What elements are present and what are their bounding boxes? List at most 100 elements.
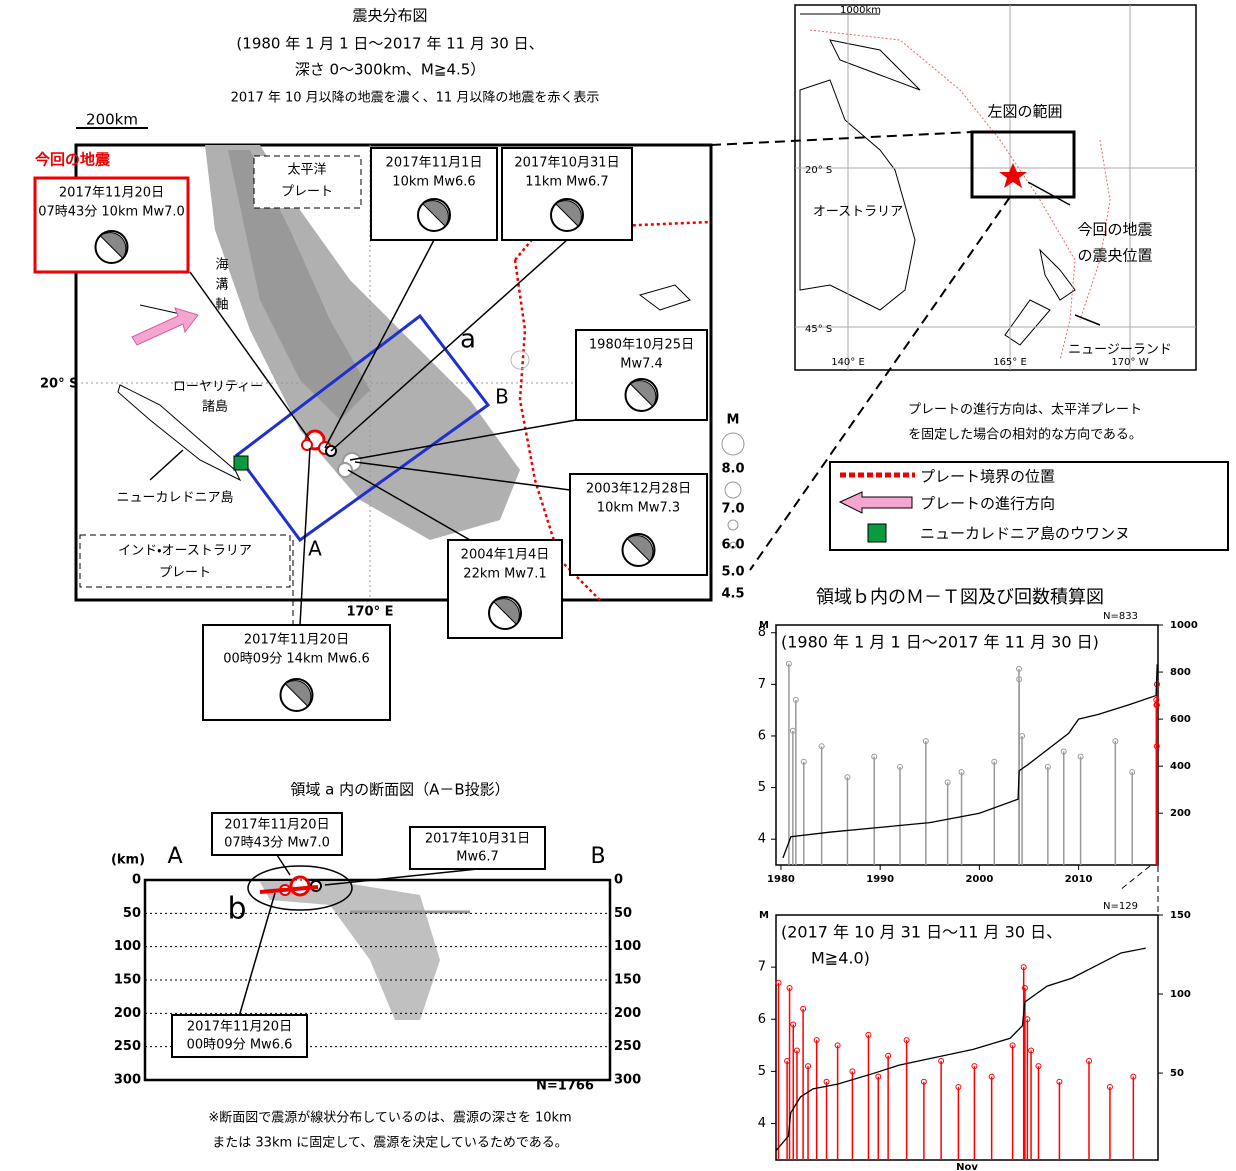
mag-legend-label: 7.0 <box>721 502 744 517</box>
event-label: 07時43分 Mw7.0 <box>224 836 330 851</box>
inset-lat: 20° S <box>805 165 832 176</box>
map-title: 震央分布図 <box>352 7 427 25</box>
event-label: 22km Mw7.1 <box>463 567 546 582</box>
event-label: 2004年1月4日 <box>461 548 550 563</box>
lat-label: 20° S <box>40 377 78 392</box>
y-tick-label: 0 <box>132 873 141 888</box>
event-label: 10km Mw7.3 <box>597 501 680 516</box>
legend-label: プレート境界の位置 <box>920 468 1055 486</box>
y-tick-label: 150 <box>614 973 641 988</box>
cross-section-count: N=1766 <box>536 1079 594 1094</box>
y-tick-label: 300 <box>114 1073 141 1088</box>
page: { "main_map": { "title": "震央分布図", "subti… <box>0 0 1236 1171</box>
place-label: プレート <box>281 185 333 200</box>
place-label: 太平洋 <box>287 163 326 178</box>
y-tick-label: 4 <box>758 1116 766 1131</box>
mt-title: 領域ｂ内のＭ－Ｔ図及び回数積算図 <box>816 587 1104 608</box>
mag-legend-label: 8.0 <box>721 462 744 477</box>
profile-end: A <box>308 537 322 561</box>
current-label: 今回の地震 <box>35 151 111 169</box>
chart-subtitle: (2017 年 10 月 31 日～11 月 30 日、 <box>781 923 1062 942</box>
y2-tick-label: 400 <box>1170 761 1191 772</box>
scale-label: 200km <box>86 111 138 129</box>
chart-subtitle: (1980 年 1 月 1 日～2017 年 11 月 30 日) <box>781 633 1099 652</box>
event-label: 2017年11月20日 <box>224 818 329 833</box>
legend-label: ニューカレドニア島のウワンヌ <box>920 525 1130 543</box>
event-label: 2017年10月31日 <box>514 156 619 171</box>
event-label: 2017年11月20日 <box>244 633 349 648</box>
event-label: 1980年10月25日 <box>589 338 694 353</box>
y2-tick-label: 50 <box>1170 1068 1184 1079</box>
event-label: 2017年10月31日 <box>425 832 530 847</box>
cross-section-title: 領域 a 内の断面図（A－B投影） <box>290 781 509 799</box>
plot-frame <box>776 625 1158 865</box>
place-label: ローヤリティー <box>173 380 263 395</box>
y2-tick-label: 200 <box>1170 808 1191 819</box>
inset-label: ニュージーランド <box>1068 343 1172 358</box>
y-tick-label: 7 <box>758 960 766 975</box>
profile-end: B <box>590 844 605 869</box>
mag-legend-label: 5.0 <box>721 565 744 580</box>
inset-lon: 140° E <box>831 357 865 368</box>
y-tick-label: 0 <box>614 873 623 888</box>
inset-label: 今回の地震 <box>1077 221 1152 239</box>
inset-note: プレートの進行方向は、太平洋プレート <box>908 402 1142 418</box>
inset-lon: 170° W <box>1111 357 1148 368</box>
place-label: 海 <box>215 258 228 273</box>
event-label: Mw7.4 <box>620 357 663 372</box>
inset-label: の震央位置 <box>1077 247 1152 265</box>
inset-label: オーストラリア <box>813 205 903 220</box>
y-tick-label: 250 <box>114 1039 141 1054</box>
profile-end: B <box>495 385 509 409</box>
y-tick-label: 200 <box>614 1006 641 1021</box>
profile-end: A <box>167 844 182 869</box>
mag-legend-label: 4.5 <box>721 587 744 602</box>
inset-lon: 165° E <box>993 357 1027 368</box>
y2-tick-label: 1000 <box>1170 620 1198 631</box>
legend-label: プレートの進行方向 <box>920 495 1055 513</box>
y-tick-label: 8 <box>758 625 766 640</box>
y2-tick-label: 150 <box>1170 910 1191 921</box>
y-tick-label: 50 <box>614 906 632 921</box>
mag-legend-label: 6.0 <box>721 538 744 553</box>
cross-section-unit: (km) <box>111 853 145 868</box>
inset-note: を固定した場合の相対的な方向である。 <box>908 427 1142 443</box>
place-label: プレート <box>159 566 211 581</box>
y-tick-label: 100 <box>114 939 141 954</box>
y-tick-label: 4 <box>758 832 766 847</box>
map-subtitle: 2017 年 10 月以降の地震を濃く、11 月以降の地震を赤く表示 <box>231 91 600 106</box>
y2-tick-label: 600 <box>1170 714 1191 725</box>
chart-subtitle: M≧4.0) <box>811 949 870 968</box>
event-label: 07時43分 10km Mw7.0 <box>38 205 185 220</box>
mag-legend-circles <box>722 433 744 548</box>
place-label: ニューカレドニア島 <box>116 491 233 506</box>
x-tick-label: 1990 <box>866 874 894 885</box>
mag-legend-title: M <box>727 413 740 428</box>
place-label: 諸島 <box>202 400 228 415</box>
count-label: N=833 <box>1103 611 1138 622</box>
map-subtitle: 深さ 0～300km、M≧4.5） <box>295 61 486 79</box>
count-label: N=129 <box>1103 901 1138 912</box>
y-tick-label: 7 <box>758 677 766 692</box>
x-month-label: Nov <box>956 1162 978 1171</box>
event-label: 11km Mw6.7 <box>525 175 608 190</box>
y-tick-label: 200 <box>114 1006 141 1021</box>
event-label: 2003年12月28日 <box>586 482 691 497</box>
y-tick-label: 6 <box>758 1012 766 1027</box>
event-label: 2017年11月1日 <box>386 156 483 171</box>
y2-tick-label: 800 <box>1170 667 1191 678</box>
y-tick-label: 300 <box>614 1073 641 1088</box>
event-label: 10km Mw6.6 <box>392 175 475 190</box>
region-label: b <box>227 892 246 927</box>
y2-tick-label: 100 <box>1170 989 1191 1000</box>
x-tick-label: 2010 <box>1065 874 1093 885</box>
inset-scale: 1000km <box>840 5 881 16</box>
x-tick-label: 2000 <box>965 874 993 885</box>
y-tick-label: 100 <box>614 939 641 954</box>
map-subtitle: (1980 年 1 月 1 日～2017 年 11 月 30 日、 <box>236 35 543 53</box>
event-label: 00時09分 14km Mw6.6 <box>223 652 370 667</box>
lon-label: 170° E <box>346 605 393 620</box>
y-tick-label: 150 <box>114 973 141 988</box>
place-label: インド・オーストラリア <box>118 544 252 559</box>
